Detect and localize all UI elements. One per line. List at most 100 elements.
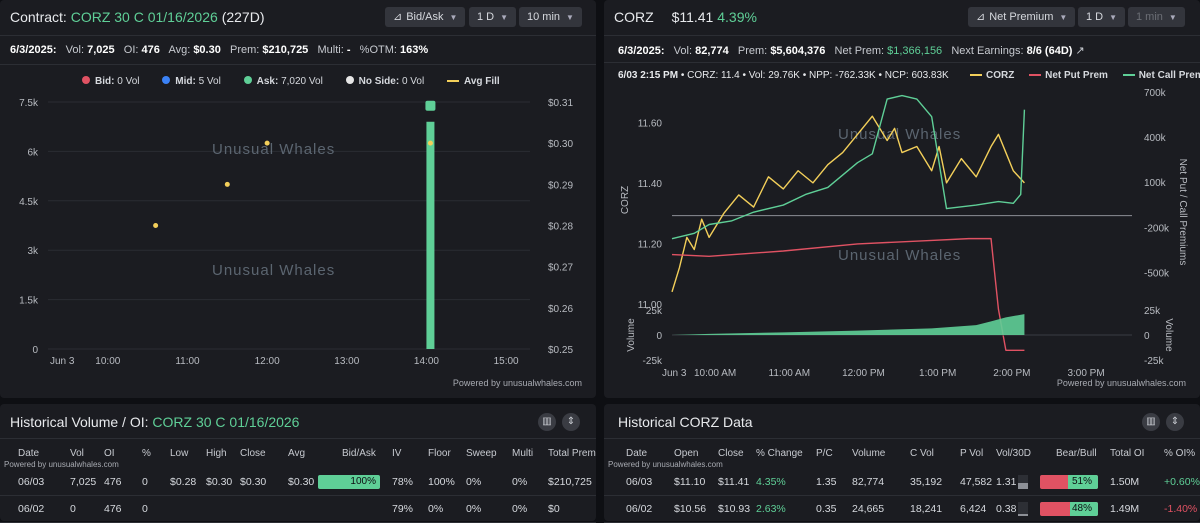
- x-tick-label: 15:00: [494, 356, 519, 367]
- legend-ask[interactable]: Ask: 7,020 Vol: [243, 76, 323, 87]
- table-cell: $0: [548, 503, 560, 515]
- column-header[interactable]: Vol/30D: [996, 448, 1032, 459]
- metric-dropdown[interactable]: ⊿ Net Premium ▼: [968, 7, 1076, 27]
- bid-ask-dropdown[interactable]: ⊿ Bid/Ask ▼: [385, 7, 466, 27]
- volume-tick-label: 0: [1144, 331, 1150, 342]
- column-header[interactable]: Close: [718, 448, 744, 459]
- powered-by: Powered by unusualwhales.com: [4, 460, 119, 469]
- chevron-down-icon: ▼: [500, 13, 509, 22]
- column-header[interactable]: Vol: [70, 448, 84, 459]
- powered-by: Powered by unusualwhales.com: [608, 460, 723, 469]
- expand-icon[interactable]: ⇕: [1166, 413, 1184, 431]
- corz-chart[interactable]: 11.60 11.40 11.20 11.00 700k 400k 100k -200k -50…: [604, 82, 1200, 382]
- table-cell: $0.30: [240, 476, 267, 488]
- y-tick-label: 3k: [27, 246, 39, 257]
- interval-dropdown[interactable]: 10 min ▼: [519, 7, 582, 27]
- chevron-down-icon: ▼: [1168, 13, 1177, 22]
- volume-tick-label: 25k: [1144, 306, 1161, 317]
- columns-icon[interactable]: ▥: [1142, 413, 1160, 431]
- column-header[interactable]: IV: [392, 448, 402, 459]
- column-header[interactable]: Floor: [428, 448, 451, 459]
- column-header[interactable]: Avg: [288, 448, 306, 459]
- table-cell: 0%: [428, 503, 444, 515]
- volume-tick-label: -25k: [1144, 356, 1164, 367]
- table-cell: $0.30: [206, 476, 233, 488]
- column-header[interactable]: Date: [18, 448, 40, 459]
- table-cell: 0%: [512, 476, 528, 488]
- y2-axis-label: Net Put / Call Premiums: [1177, 159, 1188, 266]
- column-header[interactable]: Low: [170, 448, 189, 459]
- ticker-stats: 6/3/2025: Vol: 82,774 Prem: $5,604,376 N…: [618, 45, 1085, 57]
- table-cell: 06/02: [18, 503, 45, 515]
- column-header[interactable]: %: [142, 448, 151, 459]
- columns-icon[interactable]: ▥: [538, 413, 556, 431]
- table-cell: 476: [104, 503, 122, 515]
- volume-tick-label: 0: [656, 331, 662, 342]
- table-cell: 82,774: [852, 476, 885, 488]
- table-cell: 7,025: [70, 476, 97, 488]
- y-tick-label: 0: [32, 345, 38, 356]
- y2-tick-label: -500k: [1144, 268, 1170, 279]
- x-tick-label: Jun 3: [662, 368, 687, 379]
- y2-tick-label: 100k: [1144, 178, 1167, 189]
- x-tick-label: 11:00 AM: [769, 368, 811, 379]
- table-cell: -1.40%: [1164, 503, 1198, 515]
- volume-tick-label: 25k: [646, 306, 663, 317]
- bear-bull-value: 51%: [1071, 476, 1092, 487]
- column-header[interactable]: Bear/Bull: [1056, 448, 1097, 459]
- y-axis-label: CORZ: [620, 186, 631, 214]
- contract-dte: (227D): [221, 9, 265, 25]
- column-header[interactable]: Total Prem: [548, 448, 596, 459]
- y2-tick-label: $0.25: [548, 345, 573, 356]
- external-link-icon[interactable]: ↗: [1075, 45, 1085, 57]
- column-header[interactable]: % Change: [756, 448, 803, 459]
- bear-bull-bar: 48%: [1040, 502, 1098, 516]
- column-header[interactable]: Volume: [852, 448, 886, 459]
- ticker-symbol[interactable]: CORZ: [614, 9, 654, 25]
- expand-icon[interactable]: ⇕: [562, 413, 580, 431]
- contract-name[interactable]: CORZ 30 C 01/16/2026: [70, 9, 218, 25]
- column-header[interactable]: C Vol: [910, 448, 934, 459]
- column-header[interactable]: P/C: [816, 448, 833, 459]
- table-cell: 0: [70, 503, 76, 515]
- column-header[interactable]: P Vol: [960, 448, 984, 459]
- table-cell: 1.50M: [1110, 476, 1140, 488]
- contract-legend: Bid: 0 Vol Mid: 5 Vol Ask: 7,020 Vol No …: [82, 76, 500, 87]
- table-cell: 35,192: [910, 476, 943, 488]
- interval-dropdown[interactable]: 1 min ▼: [1128, 7, 1185, 27]
- volume-bar: [426, 121, 435, 349]
- bear-bull-value: 48%: [1071, 503, 1092, 514]
- legend-corz[interactable]: CORZ: [970, 70, 1014, 81]
- range-dropdown[interactable]: 1 D ▼: [1078, 7, 1126, 27]
- bid-ask-bar: 100%: [318, 475, 380, 489]
- table-cell: $210,725: [548, 476, 592, 488]
- legend-mid[interactable]: Mid: 5 Vol: [162, 76, 221, 87]
- contract-stats: 6/3/2025: Vol: 7,025 OI: 476 Avg: $0.30 …: [10, 44, 429, 56]
- column-header[interactable]: Sweep: [466, 448, 497, 459]
- column-header[interactable]: % OI%: [1164, 448, 1196, 459]
- column-header[interactable]: Bid/Ask: [342, 448, 376, 459]
- legend-bid[interactable]: Bid: 0 Vol: [82, 76, 139, 87]
- table-cell: 6,424: [960, 503, 987, 515]
- legend-noside[interactable]: No Side: 0 Vol: [345, 76, 424, 87]
- column-header[interactable]: Total OI: [1110, 448, 1145, 459]
- range-dropdown[interactable]: 1 D ▼: [469, 7, 517, 27]
- legend-net-call[interactable]: Net Call Prem: [1122, 70, 1200, 81]
- legend-net-put[interactable]: Net Put Prem: [1029, 70, 1108, 81]
- column-header[interactable]: Open: [674, 448, 699, 459]
- legend-avgfill[interactable]: Avg Fill: [446, 76, 500, 87]
- table-cell: 476: [104, 476, 122, 488]
- column-header[interactable]: OI: [104, 448, 115, 459]
- x-tick-label: 13:00: [334, 356, 359, 367]
- contract-chart[interactable]: 7.5k 6k 4.5k 3k 1.5k 0 $0.31 $0.30 $0.29 $0.28 $0.…: [0, 92, 596, 392]
- column-header[interactable]: Close: [240, 448, 266, 459]
- ticker-header: CORZ $11.41 4.39%: [614, 9, 757, 25]
- chart-tooltip: 6/03 2:15 PM • CORZ: 11.4 • Vol: 29.76K …: [618, 70, 949, 81]
- table-cell: 06/03: [626, 476, 653, 488]
- column-header[interactable]: Date: [626, 448, 648, 459]
- chevron-down-icon: ▼: [449, 13, 458, 22]
- column-header[interactable]: Multi: [512, 448, 534, 459]
- table-cell: 2.63%: [756, 503, 786, 515]
- column-header[interactable]: High: [206, 448, 227, 459]
- table-cell: 0.35: [816, 503, 837, 515]
